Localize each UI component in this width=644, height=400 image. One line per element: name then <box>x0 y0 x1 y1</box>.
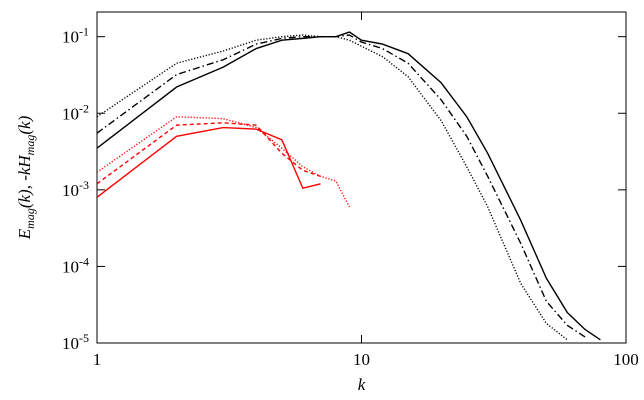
y-tick-label: 10-3 <box>62 178 89 200</box>
y-axis-label: Emag(k), -kHmag(k) <box>15 115 37 240</box>
x-tick-label: 10 <box>353 350 370 369</box>
data-line <box>97 122 321 185</box>
data-line <box>97 34 568 341</box>
y-tick-label: 10-5 <box>62 331 89 353</box>
y-tick-label: 10-4 <box>62 254 89 276</box>
x-tick-label: 100 <box>613 350 639 369</box>
x-tick-label: 1 <box>93 350 102 369</box>
data-line <box>97 34 586 338</box>
data-line <box>97 116 351 208</box>
y-tick-label: 10-2 <box>62 101 89 123</box>
y-tick-label: 10-1 <box>62 25 89 47</box>
marks <box>97 31 601 341</box>
data-line <box>97 31 601 341</box>
data-line <box>97 126 321 198</box>
x-axis-label: k <box>358 375 366 394</box>
plot-frame <box>96 11 627 344</box>
